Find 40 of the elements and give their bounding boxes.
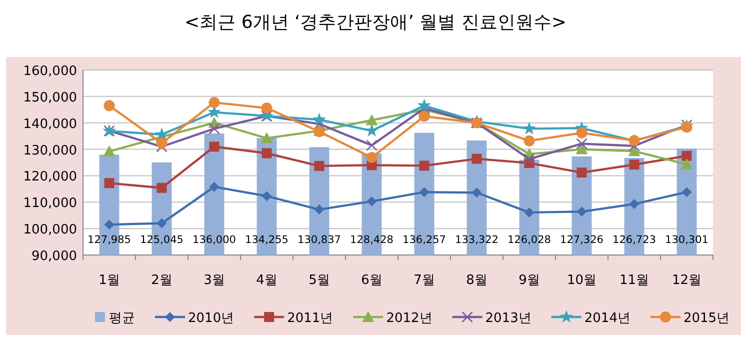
y-tick-label: 150,000	[23, 90, 77, 106]
legend-label: 2010년	[188, 311, 234, 326]
y-tick-label: 110,000	[23, 196, 77, 212]
data-label: 136,000	[192, 234, 236, 246]
x-tick-label: 2월	[151, 273, 172, 288]
x-tick-label: 3월	[204, 273, 225, 288]
data-label: 134,255	[245, 234, 288, 246]
legend-label: 2014년	[584, 311, 630, 326]
data-label: 136,257	[402, 234, 446, 246]
legend-label: 2012년	[386, 311, 432, 326]
data-label: 130,837	[298, 234, 341, 246]
data-label: 127,985	[88, 234, 131, 246]
y-tick-label: 100,000	[23, 222, 77, 238]
x-tick-label: 5월	[308, 273, 330, 288]
x-tick-label: 11월	[619, 273, 650, 288]
data-label: 130,301	[665, 234, 708, 246]
chart-title: <최근 6개년 ‘경추간판장애’ 월별 진료인원수>	[184, 12, 566, 33]
data-label: 126,723	[612, 234, 656, 246]
x-tick-label: 10월	[566, 273, 597, 288]
y-tick-label: 90,000	[32, 249, 77, 264]
y-tick-label: 160,000	[23, 64, 77, 79]
x-tick-label: 8월	[466, 273, 488, 288]
y-tick-label: 140,000	[23, 116, 77, 132]
y-tick-label: 120,000	[23, 170, 77, 185]
legend-label: 2015년	[683, 311, 730, 326]
x-tick-label: 9월	[518, 273, 540, 288]
x-tick-label: 1월	[98, 273, 120, 288]
data-label: 127,326	[560, 234, 604, 246]
data-label: 126,028	[508, 234, 551, 246]
legend-label: 2013년	[485, 311, 532, 326]
y-tick-label: 130,000	[23, 143, 77, 158]
data-label: 128,428	[350, 234, 394, 246]
x-tick-label: 12월	[672, 273, 702, 288]
data-label: 125,045	[140, 234, 184, 246]
x-tick-label: 4월	[256, 273, 278, 288]
legend-label: 2011년	[287, 311, 334, 326]
x-tick-label: 7월	[414, 273, 435, 288]
x-tick-label: 6월	[361, 273, 382, 288]
data-label: 133,322	[455, 234, 498, 246]
legend-label: 평균	[109, 311, 135, 326]
